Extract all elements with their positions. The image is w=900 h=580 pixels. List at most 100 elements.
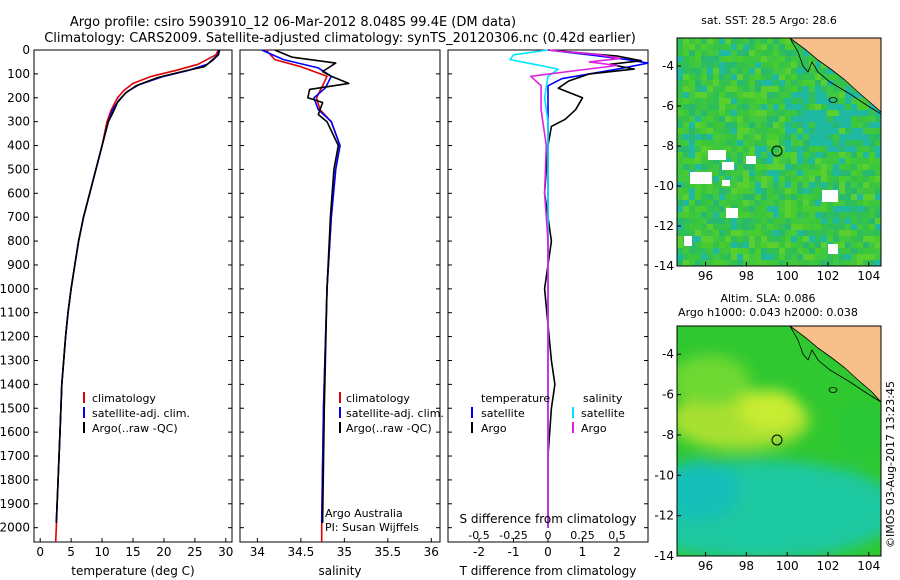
- map-y-tick-label: -4: [662, 347, 674, 361]
- coastline: [789, 38, 881, 115]
- sst-map-frame: [676, 37, 882, 267]
- y-tick-label: 1600: [0, 425, 30, 439]
- difference-xlabel: T difference from climatology: [459, 564, 637, 578]
- missing-data-patch: [726, 208, 738, 218]
- temperature-series: [54, 49, 221, 543]
- x-tick-label: 36: [424, 545, 439, 559]
- sla-map-frame: [676, 325, 882, 557]
- salinity-plot-frame: [239, 49, 441, 543]
- missing-data-patch: [722, 180, 730, 186]
- y-tick-label: 1300: [0, 353, 30, 367]
- difference-legend: temperature satellite Argo salinity sate…: [471, 392, 625, 435]
- island: [828, 387, 838, 393]
- legend-title-salinity: salinity: [583, 392, 623, 405]
- temperature-plot-frame: [33, 49, 233, 543]
- top-tick-label: -0.25: [499, 529, 527, 542]
- x-tick-label: 20: [156, 545, 171, 559]
- y-tick-label: 400: [7, 139, 30, 153]
- top-tick-label: 0: [545, 529, 552, 542]
- missing-data-patch: [722, 162, 734, 170]
- sla-map-ticks: 96 98 100 102 104 -4 -6 -8 -10 -12 -14: [654, 347, 880, 573]
- island: [828, 97, 838, 103]
- x-tick-label: -1: [508, 545, 520, 559]
- map-y-tick-label: -6: [662, 99, 674, 113]
- x-tick-label: 0: [36, 545, 44, 559]
- missing-data-patch: [822, 190, 838, 202]
- y-tick-label: 0: [22, 43, 30, 57]
- y-tick-label: 1900: [0, 497, 30, 511]
- y-tick-label: 1000: [0, 282, 30, 296]
- salinity-xlabel: salinity: [318, 564, 361, 578]
- x-tick-label: 0: [544, 545, 552, 559]
- y-tick-label: 700: [7, 210, 30, 224]
- x-tick-label: 15: [125, 545, 140, 559]
- annotation-argo-australia: Argo Australia: [325, 507, 403, 520]
- y-tick-label: 1100: [0, 306, 30, 320]
- map-y-tick-label: -14: [654, 259, 674, 273]
- series-line-temperature-argo: [543, 49, 642, 528]
- figure-title-line2: Climatology: CARS2009. Satellite-adjuste…: [44, 31, 636, 46]
- difference-xlabel-top: S difference from climatology: [460, 512, 637, 526]
- top-tick-label: 0.25: [570, 529, 595, 542]
- figure-title-line1: Argo profile: csiro 5903910_12 06-Mar-20…: [70, 15, 516, 30]
- y-tick-label: 1400: [0, 377, 30, 391]
- y-tick-label: 1500: [0, 401, 30, 415]
- map-x-tick-label: 98: [739, 559, 754, 573]
- y-tick-label: 100: [7, 67, 30, 81]
- legend-label-temp-argo: Argo: [481, 422, 507, 435]
- y-tick-label: 1800: [0, 473, 30, 487]
- series-line-salinity-argo: [529, 49, 622, 528]
- y-tick-label: 500: [7, 162, 30, 176]
- legend-label-satellite: satellite-adj. clim.: [92, 407, 190, 420]
- map-x-tick-label: 104: [857, 559, 880, 573]
- y-tick-label: 300: [7, 115, 30, 129]
- temperature-axis-ticks: 0 5 10 15 20 25 300100200300400500600700800900…: [0, 43, 233, 559]
- legend-label-argo: Argo(..raw -QC): [92, 422, 178, 435]
- missing-data-patch: [708, 150, 726, 160]
- land-mass: [789, 326, 881, 403]
- salinity-axis-ticks: 34 34.5 35 35.5 36: [240, 49, 440, 559]
- imos-credit: ©IMOS 03-Aug-2017 13:23:45: [884, 381, 897, 548]
- series-line-salinity-satellite: [509, 49, 560, 528]
- y-tick-label: 1200: [0, 330, 30, 344]
- x-tick-label: -2: [473, 545, 485, 559]
- temperature-legend: climatology satellite-adj. clim. Argo(..…: [83, 392, 190, 435]
- x-tick-label: 35.5: [374, 545, 401, 559]
- y-tick-label: 2000: [0, 521, 30, 535]
- series-line-climatology: [265, 49, 341, 542]
- map-y-tick-label: -4: [662, 59, 674, 73]
- map-x-tick-label: 96: [698, 559, 713, 573]
- map-x-tick-label: 100: [776, 269, 799, 283]
- map-x-tick-label: 102: [817, 559, 840, 573]
- x-tick-label: 1: [579, 545, 587, 559]
- y-tick-label: 900: [7, 258, 30, 272]
- x-tick-label: 10: [94, 545, 109, 559]
- y-tick-label: 1700: [0, 449, 30, 463]
- map-x-tick-label: 102: [817, 269, 840, 283]
- difference-axis-ticks: -2 -1 0 1 2: [448, 49, 648, 559]
- argo-position-marker: [771, 434, 783, 446]
- map-x-tick-label: 104: [857, 269, 880, 283]
- x-tick-label: 25: [187, 545, 202, 559]
- difference-series: [509, 49, 649, 528]
- annotation-pi: PI: Susan Wijffels: [325, 521, 419, 534]
- series-line-satellite-adj-clim-: [261, 49, 341, 523]
- map-y-tick-label: -10: [654, 179, 674, 193]
- temperature-xlabel: temperature (deg C): [71, 564, 194, 578]
- map-y-tick-label: -6: [662, 388, 674, 402]
- x-tick-label: 35: [337, 545, 352, 559]
- series-line-argo-raw-qc-: [274, 49, 350, 523]
- legend-label-climatology: climatology: [346, 392, 410, 405]
- legend-title-temperature: temperature: [481, 392, 550, 405]
- sst-map-title: sat. SST: 28.5 Argo: 28.6: [701, 14, 837, 27]
- map-x-tick-label: 96: [698, 269, 713, 283]
- y-tick-label: 600: [7, 186, 30, 200]
- x-tick-label: 34: [250, 545, 265, 559]
- map-x-tick-label: 100: [776, 559, 799, 573]
- map-x-tick-label: 98: [739, 269, 754, 283]
- x-tick-label: 34.5: [288, 545, 315, 559]
- coastline: [789, 326, 881, 403]
- map-y-tick-label: -10: [654, 468, 674, 482]
- series-line-climatology: [54, 49, 220, 543]
